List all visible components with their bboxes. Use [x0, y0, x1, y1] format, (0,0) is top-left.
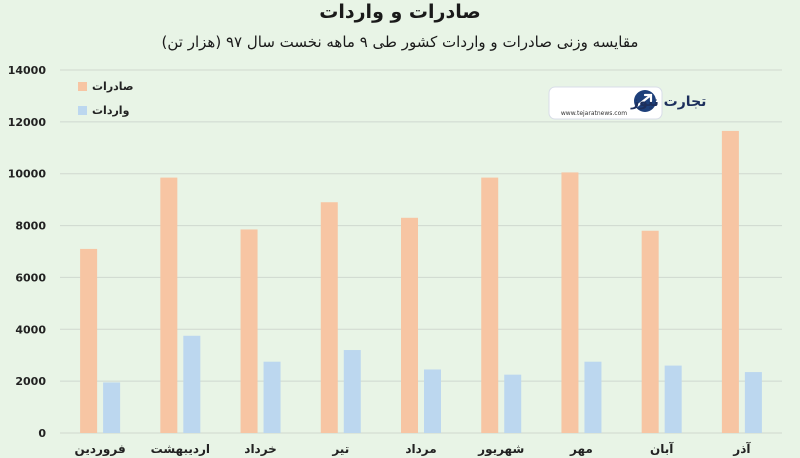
- logo: تجارت نیوز www.tejaratnews.com: [548, 86, 706, 120]
- bar-exports: [481, 177, 499, 433]
- x-tick-label: تیر: [331, 442, 349, 456]
- bar-exports: [80, 248, 98, 433]
- grid-lines: [60, 69, 782, 434]
- y-tick-label: 4000: [15, 323, 46, 336]
- logo-url: www.tejaratnews.com: [561, 110, 627, 117]
- x-tick-label: فروردین: [75, 442, 126, 457]
- bar-imports: [424, 369, 441, 433]
- bar-exports: [401, 217, 418, 433]
- bar-imports: [263, 361, 281, 433]
- bar-exports: [160, 177, 178, 433]
- bar-imports: [183, 335, 201, 433]
- bar-imports: [744, 372, 762, 433]
- legend-swatch-exports: [78, 82, 87, 91]
- x-tick-label: آذر: [732, 441, 751, 456]
- bar-exports: [641, 230, 659, 433]
- x-tick-label: مرداد: [405, 442, 436, 456]
- logo-text: تجارت نیوز: [630, 94, 706, 110]
- bar-imports: [103, 382, 121, 433]
- bar-exports: [240, 229, 258, 433]
- y-tick-label: 14000: [8, 64, 47, 77]
- y-tick-label: 8000: [15, 220, 46, 233]
- x-tick-label: خرداد: [244, 442, 277, 456]
- bar-imports: [504, 374, 522, 433]
- y-axis-ticks: 0 2000 4000 6000 8000 10000 12000 14000: [8, 64, 47, 440]
- bar-imports: [584, 361, 602, 433]
- chart-title: صادرات و واردات: [319, 1, 480, 23]
- bar-imports: [343, 350, 361, 433]
- legend-label-imports: واردات: [92, 104, 130, 117]
- legend: صادرات واردات: [78, 80, 134, 117]
- y-tick-label: 6000: [15, 271, 46, 284]
- chart-subtitle: مقایسه وزنی صادرات و واردات کشور طی ۹ ما…: [162, 33, 639, 51]
- arrow-swoosh-icon: [634, 90, 656, 112]
- logo-background: [548, 86, 663, 120]
- bar-imports: [664, 365, 682, 433]
- bar-exports: [721, 130, 739, 434]
- x-tick-label: اردیبهشت: [151, 442, 210, 456]
- x-tick-label: آبان: [650, 441, 674, 456]
- x-axis-ticks: فروردین اردیبهشت خرداد تیر مرداد شهریور مهر آبا…: [75, 441, 752, 457]
- bar-exports: [320, 202, 338, 433]
- x-tick-label: مهر: [569, 442, 593, 456]
- bars: [80, 130, 762, 434]
- legend-swatch-imports: [78, 106, 87, 115]
- y-tick-label: 0: [38, 427, 46, 440]
- x-tick-label: شهریور: [477, 442, 524, 457]
- y-tick-label: 12000: [8, 116, 47, 129]
- bar-exports: [561, 172, 579, 434]
- y-tick-label: 10000: [8, 168, 47, 181]
- y-tick-label: 2000: [15, 375, 46, 388]
- legend-label-exports: صادرات: [92, 80, 134, 93]
